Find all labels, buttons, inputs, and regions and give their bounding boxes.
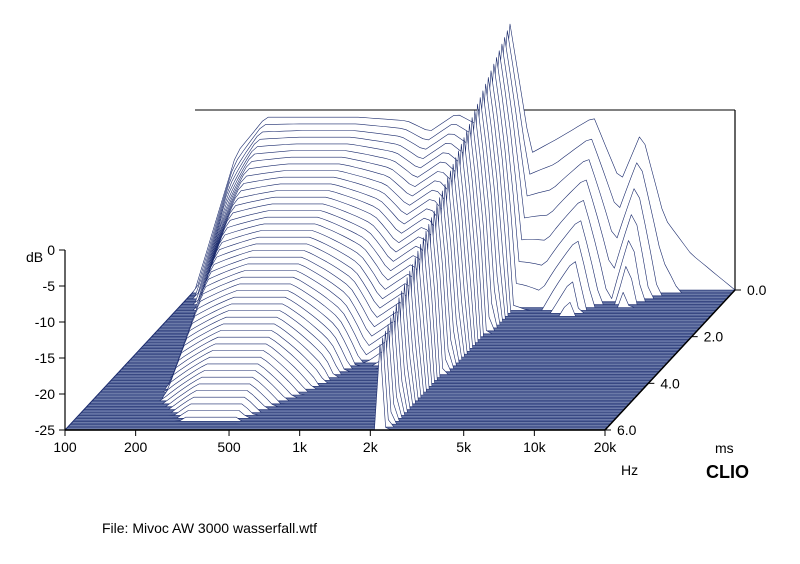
- svg-text:10k: 10k: [523, 439, 547, 455]
- brand-label: CLIO: [706, 462, 749, 483]
- svg-text:200: 200: [124, 439, 148, 455]
- svg-text:100: 100: [53, 439, 77, 455]
- waterfall-plot-container: 0 -5 -10 -15 -20 -25100 200 500 1k 2k 5k 10k 20k 0.0 2…: [0, 0, 800, 564]
- svg-text:5k: 5k: [456, 439, 472, 455]
- svg-text:4.0: 4.0: [660, 375, 680, 391]
- z-axis-label: ms: [715, 440, 734, 456]
- y-axis-label: dB: [26, 249, 43, 265]
- svg-text:-5: -5: [43, 278, 56, 294]
- svg-text:1k: 1k: [292, 439, 308, 455]
- svg-text:2.0: 2.0: [704, 329, 724, 345]
- svg-text:-10: -10: [35, 314, 55, 330]
- svg-text:0: 0: [47, 242, 55, 258]
- y-axis-wall: 0 -5 -10 -15 -20 -25: [35, 242, 65, 438]
- svg-text:6.0: 6.0: [617, 422, 637, 438]
- svg-text:-20: -20: [35, 386, 55, 402]
- svg-text:500: 500: [217, 439, 241, 455]
- svg-text:-15: -15: [35, 350, 55, 366]
- x-axis-label: Hz: [621, 462, 638, 478]
- file-caption: File: Mivoc AW 3000 wasserfall.wtf: [102, 520, 317, 536]
- svg-text:0.0: 0.0: [747, 282, 767, 298]
- svg-text:20k: 20k: [594, 439, 618, 455]
- x-axis-ticks: 100 200 500 1k 2k 5k 10k 20k: [53, 430, 617, 455]
- svg-text:2k: 2k: [363, 439, 379, 455]
- waterfall-plot-svg: 0 -5 -10 -15 -20 -25100 200 500 1k 2k 5k 10k 20k 0.0 2…: [0, 0, 800, 564]
- svg-text:-25: -25: [35, 422, 55, 438]
